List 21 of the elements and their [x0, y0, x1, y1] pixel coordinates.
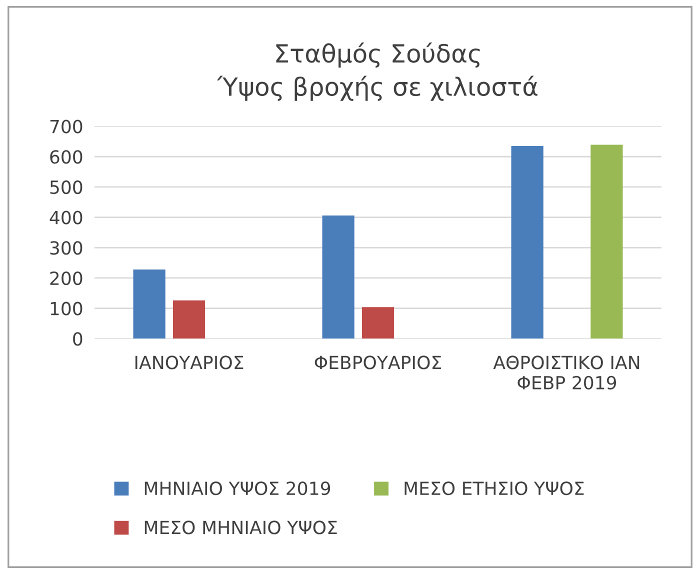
bar	[133, 269, 166, 339]
bar	[322, 215, 354, 339]
chart-title: Σταθμός Σούδας Ύψος βροχής σε χιλιοστά	[217, 42, 538, 101]
bar	[172, 300, 206, 339]
legend-label: ΜΗΝΙΑΙΟ ΥΨΟΣ 2019	[144, 482, 330, 496]
legend-label: ΜΕΣΟ ΜΗΝΙΑΙΟ ΥΨΟΣ	[144, 520, 337, 534]
bar	[590, 144, 623, 339]
x-tick-label: ΑΘΡΟΙΣΤΙΚΟ ΙΑΝ ΦΕΒΡ 2019	[493, 356, 640, 390]
y-tick-label: 500	[50, 180, 82, 194]
y-tick-label: 200	[50, 271, 82, 286]
y-tick-label: 0	[73, 332, 82, 346]
y-tick-label: 400	[50, 210, 82, 224]
y-tick-label: 700	[50, 120, 82, 134]
bar	[362, 307, 394, 339]
y-tick-label: 100	[50, 302, 82, 316]
x-tick-label: ΙΑΝΟΥΑΡΙΟΣ	[135, 356, 244, 370]
y-tick-label: 300	[50, 241, 82, 255]
x-tick-label: ΦΕΒΡΟΥΑΡΙΟΣ	[314, 356, 441, 370]
y-tick-label: 600	[50, 150, 82, 164]
legend-label: ΜΕΣΟ ΕΤΗΣΙΟ ΥΨΟΣ	[404, 482, 584, 496]
bar	[511, 146, 544, 339]
